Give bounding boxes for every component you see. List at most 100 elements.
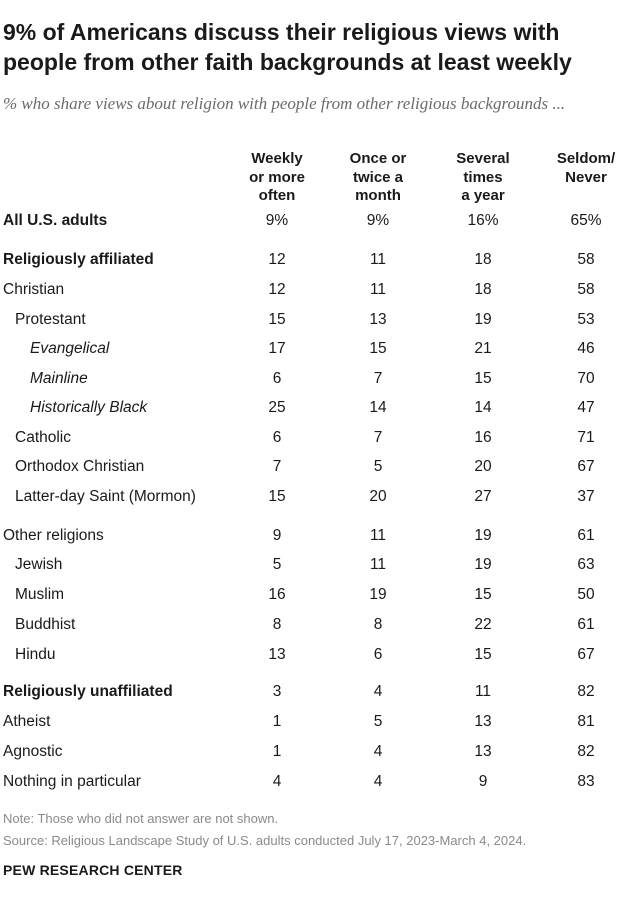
row-label: Christian xyxy=(3,281,65,298)
table-cell: 61 xyxy=(577,616,595,633)
row-label: Orthodox Christian xyxy=(15,458,145,475)
table-cell: 14 xyxy=(369,399,387,416)
row-label: Agnostic xyxy=(3,743,63,760)
column-header-line: month xyxy=(355,187,401,204)
table-cell: 6 xyxy=(272,370,282,387)
table-cell: 18 xyxy=(474,251,492,268)
table-row: Jewish 5 11 19 63 xyxy=(0,553,640,577)
table-cell: 82 xyxy=(577,683,595,700)
table-cell: 65% xyxy=(570,212,602,229)
row-label: Buddhist xyxy=(15,616,76,633)
table-cell: 83 xyxy=(577,773,595,790)
table-row: Evangelical 17 15 21 46 xyxy=(0,337,640,361)
table-cell: 4 xyxy=(373,743,383,760)
table-cell: 47 xyxy=(577,399,595,416)
table-cell: 11 xyxy=(474,683,492,700)
column-header-4: Seldom/Never xyxy=(541,150,631,187)
table-cell: 63 xyxy=(577,556,595,573)
table-cell: 7 xyxy=(373,429,383,446)
table-cell: 4 xyxy=(373,683,383,700)
table-cell: 27 xyxy=(474,488,492,505)
table-cell: 19 xyxy=(474,556,492,573)
table-row: Religiously affiliated 12 11 18 58 xyxy=(0,248,640,272)
table-cell: 81 xyxy=(577,713,595,730)
column-header-line: Seldom/ xyxy=(556,150,616,167)
row-label: Religiously affiliated xyxy=(3,251,154,268)
table-row: Mainline 6 7 15 70 xyxy=(0,367,640,391)
row-label: Muslim xyxy=(15,586,65,603)
table-cell: 11 xyxy=(369,556,387,573)
table-cell: 71 xyxy=(577,429,595,446)
table-cell: 61 xyxy=(577,527,595,544)
table-cell: 20 xyxy=(474,458,492,475)
table-cell: 11 xyxy=(369,281,387,298)
column-header-2: Once or twice a month xyxy=(333,150,423,206)
table-cell: 11 xyxy=(369,251,387,268)
row-label: Mainline xyxy=(30,370,88,387)
table-cell: 1 xyxy=(272,743,282,760)
table-cell: 37 xyxy=(577,488,595,505)
table-row: Atheist 1 5 13 81 xyxy=(0,710,640,734)
table-row: Religiously unaffiliated 3 4 11 82 xyxy=(0,680,640,704)
column-header-1: Weekly or more often xyxy=(232,150,322,206)
table-cell: 53 xyxy=(577,311,595,328)
table-cell: 13 xyxy=(369,311,387,328)
row-label: Catholic xyxy=(15,429,71,446)
table-cell: 13 xyxy=(474,713,492,730)
table-row: Other religions 9 11 19 61 xyxy=(0,524,640,548)
row-label: Jewish xyxy=(15,556,63,573)
table-cell: 19 xyxy=(369,586,387,603)
table-cell: 17 xyxy=(268,340,286,357)
column-header-line: Never xyxy=(565,168,607,186)
table-cell: 12 xyxy=(268,251,286,268)
table-cell: 46 xyxy=(577,340,595,357)
table-cell: 4 xyxy=(272,773,282,790)
column-header-line: Weekly xyxy=(251,150,303,167)
column-header-3: Several times a year xyxy=(438,150,528,206)
table-cell: 67 xyxy=(577,458,595,475)
table-row: Catholic 6 7 16 71 xyxy=(0,426,640,450)
table-cell: 13 xyxy=(268,646,286,663)
table-cell: 7 xyxy=(272,458,282,475)
table-cell: 9% xyxy=(366,212,390,229)
table-cell: 19 xyxy=(474,527,492,544)
table-cell: 67 xyxy=(577,646,595,663)
row-label: Evangelical xyxy=(30,340,110,357)
source: Source: Religious Landscape Study of U.S… xyxy=(3,833,527,848)
table-cell: 8 xyxy=(272,616,282,633)
table-cell: 70 xyxy=(577,370,595,387)
row-label: Hindu xyxy=(15,646,56,663)
table-row: Agnostic 1 4 13 82 xyxy=(0,740,640,764)
column-header-line: times xyxy=(463,168,503,186)
table-cell: 18 xyxy=(474,281,492,298)
table-cell: 14 xyxy=(474,399,492,416)
table-cell: 5 xyxy=(373,458,383,475)
table-cell: 21 xyxy=(474,340,492,357)
table-cell: 5 xyxy=(373,713,383,730)
table-cell: 1 xyxy=(272,713,282,730)
table-cell: 4 xyxy=(373,773,383,790)
table-cell: 19 xyxy=(474,311,492,328)
row-label: Protestant xyxy=(15,311,86,328)
chart-subtitle: % who share views about religion with pe… xyxy=(3,94,566,113)
table-cell: 9 xyxy=(478,773,488,790)
table-cell: 7 xyxy=(373,370,383,387)
table-row: Nothing in particular 4 4 9 83 xyxy=(0,770,640,794)
chart-title: 9% of Americans discuss their religious … xyxy=(3,19,572,75)
table-cell: 16% xyxy=(467,212,499,229)
table-cell: 25 xyxy=(268,399,286,416)
table-row: Orthodox Christian 7 5 20 67 xyxy=(0,455,640,479)
row-label: All U.S. adults xyxy=(3,212,108,229)
table-cell: 16 xyxy=(474,429,492,446)
table-cell: 15 xyxy=(474,586,492,603)
table-cell: 12 xyxy=(268,281,286,298)
table-row: Protestant 15 13 19 53 xyxy=(0,308,640,332)
column-header-line: Several xyxy=(456,150,510,167)
row-label: Latter-day Saint (Mormon) xyxy=(15,488,196,505)
brand-logo-text: PEW RESEARCH CENTER xyxy=(3,862,183,878)
table-row: Christian 12 11 18 58 xyxy=(0,278,640,302)
table-row: Historically Black 25 14 14 47 xyxy=(0,396,640,420)
table-row: All U.S. adults 9% 9% 16% 65% xyxy=(0,209,640,233)
table-cell: 15 xyxy=(268,311,286,328)
table-cell: 9 xyxy=(272,527,282,544)
